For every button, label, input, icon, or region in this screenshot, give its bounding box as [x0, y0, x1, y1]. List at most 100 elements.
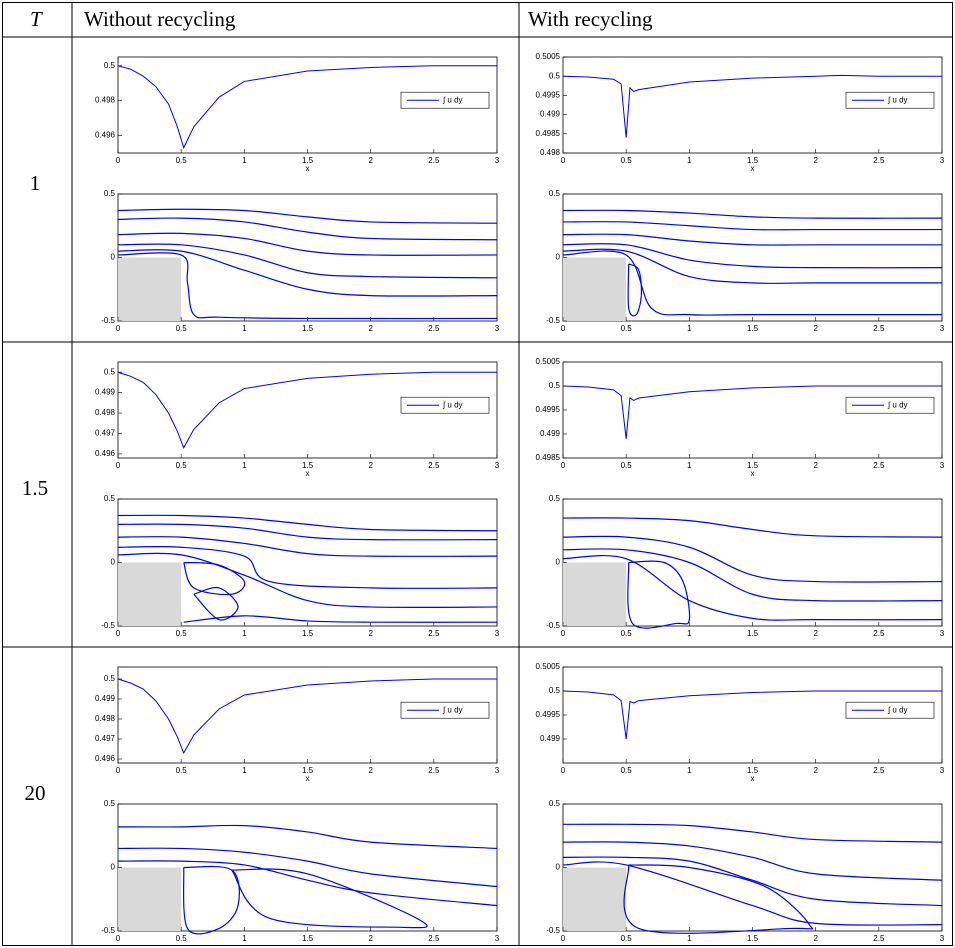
x-tick-label: 2 — [813, 461, 818, 470]
y-tick-label: -0.5 — [546, 926, 560, 935]
header-cell: Without recycling — [84, 7, 236, 31]
x-axis-label: x — [306, 774, 310, 783]
x-tick-label: 3 — [940, 766, 945, 775]
x-tick-label: 0.5 — [176, 324, 188, 333]
x-tick-label: 2 — [813, 766, 818, 775]
x-tick-label: 2.5 — [428, 461, 440, 470]
y-tick-label: 0.497 — [95, 429, 116, 438]
streamline — [117, 546, 498, 589]
x-tick-label: 0.5 — [621, 156, 633, 165]
x-tick-label: 1 — [242, 156, 247, 165]
y-tick-label: 0.5 — [549, 189, 561, 198]
x-tick-label: 2.5 — [428, 324, 440, 333]
x-tick-label: 2 — [813, 156, 818, 165]
x-tick-label: 1.5 — [302, 156, 314, 165]
x-tick-label: 2.5 — [428, 629, 440, 638]
x-tick-label: 0 — [116, 156, 121, 165]
x-tick-label: 0 — [561, 934, 566, 943]
x-tick-label: 2 — [368, 461, 373, 470]
y-tick-label: 0.5005 — [536, 357, 561, 366]
streamline — [562, 554, 943, 621]
data-line — [117, 371, 497, 449]
y-tick-label: 0 — [556, 558, 561, 567]
x-tick-label: 3 — [940, 324, 945, 333]
step-obstacle — [563, 867, 627, 931]
y-tick-label: 0.4985 — [536, 129, 561, 138]
streamline — [117, 536, 498, 557]
step-obstacle — [118, 867, 182, 931]
x-tick-label: 0.5 — [176, 934, 188, 943]
y-tick-label: 0.5 — [549, 494, 561, 503]
x-tick-label: 1.5 — [747, 934, 759, 943]
x-tick-label: 2 — [368, 324, 373, 333]
x-tick-label: 2.5 — [873, 461, 885, 470]
legend-label: ∫ u dy — [887, 705, 908, 714]
y-tick-label: 0.499 — [540, 429, 561, 438]
x-tick-label: 1 — [242, 461, 247, 470]
y-tick-label: 0.5 — [549, 71, 561, 80]
y-tick-label: 0.5 — [549, 799, 561, 808]
y-tick-label: -0.5 — [101, 621, 115, 630]
streamline — [117, 252, 498, 320]
streamline — [562, 221, 942, 231]
legend-label: ∫ u dy — [887, 400, 908, 409]
x-tick-label: 1.5 — [747, 461, 759, 470]
y-tick-label: 0.5 — [549, 381, 561, 390]
y-tick-label: -0.5 — [101, 926, 115, 935]
y-tick-label: 0.5 — [104, 494, 116, 503]
x-tick-label: 1 — [687, 324, 692, 333]
x-tick-label: 1 — [242, 629, 247, 638]
y-tick-label: 0.4995 — [536, 91, 561, 100]
y-tick-label: 0 — [556, 253, 561, 262]
x-tick-label: 0 — [116, 766, 121, 775]
x-tick-label: 2 — [813, 629, 818, 638]
x-tick-label: 1 — [242, 324, 247, 333]
y-tick-label: 0.5005 — [536, 662, 561, 671]
streamline — [627, 263, 643, 317]
streamline — [562, 535, 943, 583]
x-axis-label: x — [306, 164, 310, 173]
x-tick-label: 1 — [687, 766, 692, 775]
streamline — [117, 514, 498, 532]
streamline — [117, 243, 498, 279]
row-label: 20 — [25, 781, 46, 805]
y-tick-label: 0.499 — [540, 110, 561, 119]
x-tick-label: 0 — [561, 324, 566, 333]
row-label: 1 — [30, 171, 41, 195]
streamline — [183, 615, 498, 623]
y-tick-label: 0.496 — [95, 449, 116, 458]
x-tick-label: 1.5 — [302, 461, 314, 470]
legend-label: ∫ u dy — [887, 95, 908, 104]
x-tick-label: 3 — [940, 461, 945, 470]
x-tick-label: 0 — [561, 629, 566, 638]
y-tick-label: 0 — [111, 558, 116, 567]
x-tick-label: 2.5 — [873, 629, 885, 638]
x-tick-label: 1.5 — [747, 766, 759, 775]
y-tick-label: 0.4995 — [536, 405, 561, 414]
y-tick-label: 0.498 — [95, 408, 116, 417]
y-tick-label: 0.497 — [95, 734, 116, 743]
streamline — [183, 865, 240, 935]
x-tick-label: 2 — [368, 934, 373, 943]
x-tick-label: 3 — [495, 629, 500, 638]
x-tick-label: 2.5 — [428, 766, 440, 775]
y-tick-label: 0.5 — [104, 674, 116, 683]
y-tick-label: 0.498 — [540, 148, 561, 157]
legend-box — [845, 701, 935, 719]
x-tick-label: 0.5 — [621, 934, 633, 943]
x-tick-label: 1.5 — [747, 324, 759, 333]
streamline — [117, 824, 498, 850]
y-tick-label: 0.5005 — [536, 52, 561, 61]
streamline — [117, 217, 498, 241]
streamline — [117, 249, 498, 297]
streamline — [562, 823, 943, 843]
x-tick-label: 0.5 — [621, 324, 633, 333]
x-tick-label: 1 — [687, 629, 692, 638]
x-tick-label: 3 — [495, 324, 500, 333]
step-obstacle — [563, 257, 627, 321]
y-tick-label: 0.5 — [104, 799, 116, 808]
streamline — [562, 517, 943, 538]
x-tick-label: 0 — [561, 156, 566, 165]
